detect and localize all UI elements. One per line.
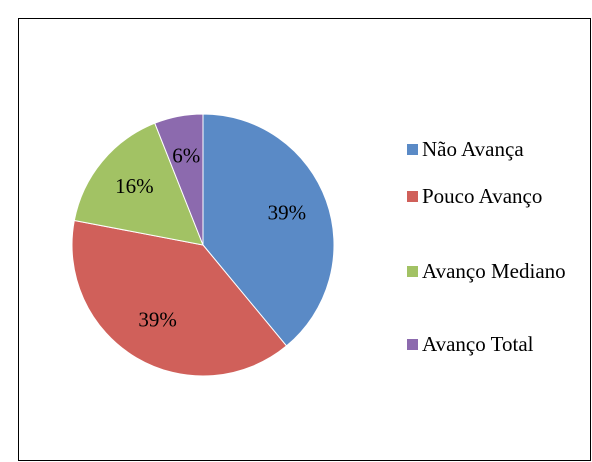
data-label: 39% <box>268 201 307 225</box>
data-label: 16% <box>115 174 154 198</box>
chart-border <box>18 18 591 461</box>
legend-item: Avanço Total <box>407 331 582 357</box>
legend-swatch <box>407 144 418 155</box>
pie-slice <box>154 113 204 246</box>
legend-label: Pouco Avanço <box>422 184 543 208</box>
data-label: 6% <box>172 143 200 167</box>
legend-swatch <box>407 191 418 202</box>
legend-swatch <box>407 266 418 277</box>
pie-slice <box>73 122 204 246</box>
pie-slice <box>71 219 288 377</box>
legend-swatch <box>407 339 418 350</box>
legend-label: Não Avança <box>422 137 524 161</box>
legend-item: Avanço Mediano <box>407 258 582 284</box>
legend-item: Pouco Avanço <box>407 183 582 209</box>
data-label: 39% <box>138 307 177 331</box>
legend-label: Avanço Total <box>422 332 534 356</box>
legend-item: Não Avança <box>407 136 582 162</box>
legend-label: Avanço Mediano <box>422 259 566 283</box>
pie-slice <box>202 113 335 347</box>
